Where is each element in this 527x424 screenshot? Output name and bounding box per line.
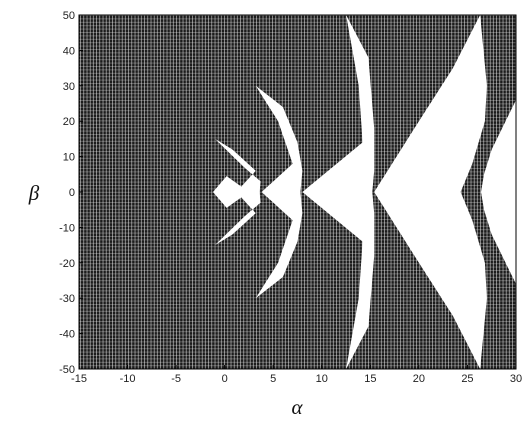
y-tick-label: 10 — [63, 152, 75, 164]
x-axis-title: α — [291, 395, 303, 419]
y-tick-label: -20 — [59, 258, 75, 270]
stable-region-tongue-0 — [213, 176, 249, 208]
y-tick-label: -40 — [59, 329, 75, 341]
x-tick-label: 5 — [270, 373, 276, 385]
y-tick-label: 50 — [63, 10, 75, 22]
x-tick-label: -10 — [120, 373, 136, 385]
stable-region-tongue-2 — [255, 85, 303, 299]
stable-region-tongue-5 — [481, 100, 516, 284]
y-tick-label: 0 — [69, 187, 75, 199]
y-axis-ticks: 50 40 30 20 10 0 -10 -20 -30 -40 -50 — [59, 10, 83, 376]
y-tick-label: -10 — [59, 222, 75, 234]
x-tick-label: -5 — [171, 373, 181, 385]
x-tick-label: 0 — [222, 373, 228, 385]
y-axis-title: β — [28, 181, 40, 205]
x-tick-label: -15 — [71, 373, 87, 385]
stable-region-tongue-4 — [374, 15, 487, 369]
x-tick-label: 25 — [461, 373, 473, 385]
stable-region-tongue-3 — [302, 15, 375, 369]
stable-region-tongue-1 — [215, 138, 261, 246]
x-axis-ticks: -15 -10 -5 0 5 10 15 20 25 30 — [71, 365, 522, 385]
y-tick-label: 20 — [63, 116, 75, 128]
x-tick-label: 10 — [316, 373, 328, 385]
y-tick-label: -30 — [59, 293, 75, 305]
plot-area — [78, 14, 517, 370]
x-tick-label: 30 — [510, 373, 522, 385]
x-tick-label: 15 — [364, 373, 376, 385]
y-tick-label: 30 — [63, 81, 75, 93]
x-tick-label: 20 — [413, 373, 425, 385]
y-tick-label: -50 — [59, 364, 75, 376]
stable-regions — [213, 15, 516, 369]
y-tick-label: 40 — [63, 45, 75, 57]
